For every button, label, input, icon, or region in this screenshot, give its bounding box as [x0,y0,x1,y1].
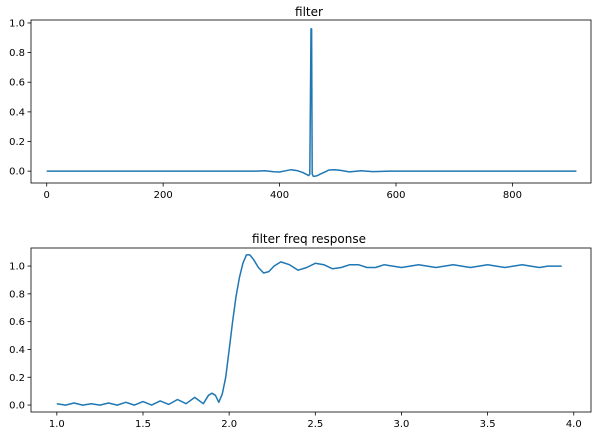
y-tick-label: 0.2 [9,137,25,148]
filter-chart: filter 0 200 400 600 800 0.0 0.2 0.4 0.6 0.8 1.0 [9,5,592,201]
y-tick-label: 0.8 [9,289,25,300]
x-tick-label: 200 [154,190,173,201]
x-tick-label: 2.0 [221,419,237,430]
plot-frame [30,19,592,184]
y-tick-label: 0.0 [9,167,25,178]
x-tick-label: 800 [503,190,522,201]
x-tick-label: 4.0 [566,419,582,430]
x-tick-label: 1.5 [135,419,151,430]
x-tick-label: 3.0 [394,419,410,430]
chart-title: filter [295,5,323,19]
y-tick-label: 0.8 [9,48,25,59]
tick-group: 1.0 1.5 2.0 2.5 3.0 3.5 4.0 0.0 0.2 0.4 0.6 0.8 1.0 [9,262,582,430]
series-line [46,28,577,178]
y-tick-label: 0.2 [9,373,25,384]
plot-frame [30,247,592,413]
y-tick-label: 0.0 [9,401,25,412]
x-tick-label: 0 [44,190,50,201]
chart-title: filter freq response [252,232,366,246]
x-tick-label: 1.0 [49,419,65,430]
y-tick-label: 1.0 [9,262,25,273]
tick-group: 0 200 400 600 800 0.0 0.2 0.4 0.6 0.8 1.0 [9,18,522,201]
y-tick-label: 0.4 [9,345,25,356]
x-tick-label: 400 [270,190,289,201]
x-tick-label: 600 [386,190,405,201]
series-line [56,254,562,406]
y-tick-label: 0.4 [9,107,25,118]
x-tick-label: 2.5 [307,419,323,430]
y-tick-label: 1.0 [9,18,25,29]
x-tick-label: 3.5 [480,419,496,430]
y-tick-label: 0.6 [9,317,25,328]
filter-freq-response-chart: filter freq response 1.0 1.5 2.0 2.5 3.0 3.5 4… [9,232,592,430]
y-tick-label: 0.6 [9,78,25,89]
